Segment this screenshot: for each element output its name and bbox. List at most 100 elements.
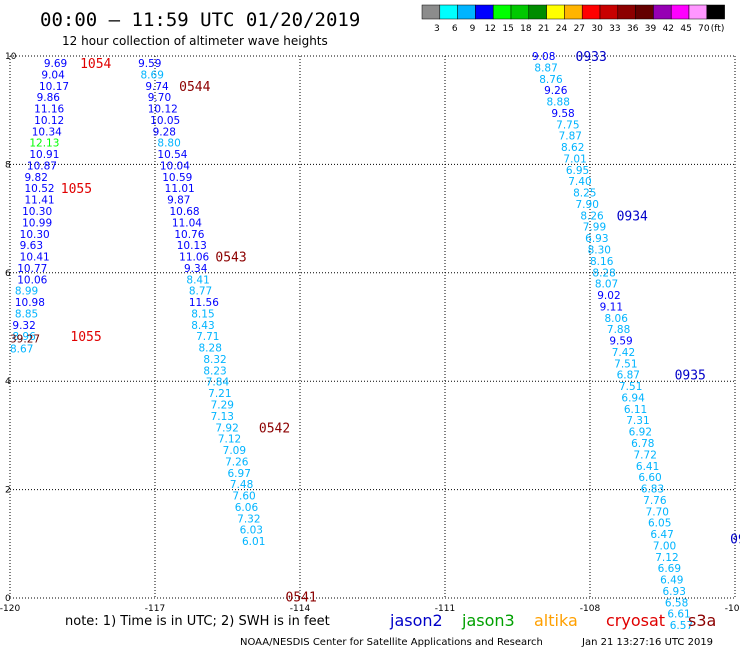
legend-swatch (635, 4, 654, 20)
data-point-label: 8.26 (580, 210, 604, 222)
data-point-label: 10.06 (17, 274, 47, 286)
legend-swatch (670, 4, 690, 20)
data-point-label: 10.04 (160, 160, 190, 172)
data-point-label: 10.12 (34, 115, 64, 127)
data-point-label: 8.25 (573, 188, 596, 200)
y-tick-label: 10 (5, 52, 17, 62)
data-point-label: 11.41 (25, 195, 55, 207)
data-point-label: 7.70 (646, 506, 669, 518)
data-point-label: 8.28 (199, 343, 222, 355)
pass-time-label: 1054 (80, 57, 111, 72)
satellite-name: cryosat (606, 611, 665, 630)
data-point-label: 8.99 (15, 286, 38, 298)
pass-time-label: 0544 (179, 80, 210, 95)
pass-time-label: 0541 (286, 590, 317, 605)
data-point-label: 9.86 (37, 92, 61, 104)
data-point-label: 8.85 (15, 308, 38, 320)
x-axis-ticks: -120 -117 -114 -111 -108 -105 (0, 604, 740, 614)
legend-label: 9 (470, 24, 476, 34)
legend-label: 21 (538, 24, 549, 34)
data-point-label: 9.28 (153, 126, 176, 138)
data-point-label: 8.43 (191, 320, 214, 332)
data-point-label: 8.41 (186, 274, 209, 286)
data-point-label: 6.57 (670, 620, 693, 632)
data-point-label: 7.92 (215, 422, 238, 434)
data-point-label: 10.54 (157, 149, 187, 161)
data-point-label: 8.06 (605, 313, 629, 325)
data-point-label: 8.88 (547, 97, 570, 109)
data-point-label: 6.01 (242, 536, 265, 548)
data-point-label: 9.32 (12, 320, 35, 332)
data-point-label: 10.30 (20, 229, 50, 241)
y-tick-label: 0 (5, 594, 11, 604)
legend-label: 39 (645, 24, 657, 34)
color-legend: 3 6 9 12 15 18 21 24 27 30 33 36 39 42 45 70 (ft) (421, 4, 725, 34)
data-point-label: 6.49 (660, 575, 683, 587)
legend-label: 70 (698, 24, 710, 34)
data-point-label: 10.59 (162, 172, 192, 184)
data-point-label: 6.94 (621, 392, 645, 404)
legend-swatch (528, 4, 547, 20)
legend-swatch (421, 4, 441, 20)
legend-swatch (617, 4, 636, 20)
legend-swatch (457, 4, 476, 20)
data-point-label: 9.02 (597, 290, 620, 302)
legend-swatch (653, 4, 672, 20)
pass-time-label: 0935 (675, 369, 706, 384)
footer-timestamp: Jan 21 13:27:16 UTC 2019 (581, 637, 713, 648)
data-point-label: 7.26 (225, 456, 249, 468)
data-point-label: 7.21 (208, 388, 231, 400)
footer-note: note: 1) Time is in UTC; 2) SWH is in fe… (65, 614, 330, 629)
legend-label: 12 (485, 24, 496, 34)
legend-swatch (599, 4, 619, 20)
data-point-label: 8.07 (595, 279, 618, 291)
data-point-label: 7.90 (576, 199, 599, 211)
data-point-label: 10.05 (150, 115, 180, 127)
data-point-label: 7.72 (634, 449, 657, 461)
pass-time-label: 09 (730, 532, 740, 547)
data-point-label: 7.84 (206, 377, 230, 389)
data-point-label: 7.12 (218, 434, 241, 446)
data-point-label: 6.97 (228, 468, 251, 480)
data-point-label: 6.05 (648, 518, 671, 530)
data-point-label: 7.13 (211, 411, 234, 423)
data-point-label: 6.41 (636, 461, 659, 473)
data-point-label: 10.98 (15, 297, 45, 309)
x-tick-label: -120 (0, 604, 20, 614)
satellite-name: s3a (688, 611, 716, 630)
data-point-label: 8.23 (203, 365, 226, 377)
data-point-label: 6.60 (638, 472, 661, 484)
data-point-label: 6.61 (667, 609, 690, 621)
data-point-label: 6.69 (658, 563, 681, 575)
data-point-label: 9.58 (551, 108, 574, 120)
legend-swatch (706, 4, 725, 20)
data-point-label: 11.16 (34, 104, 64, 116)
data-point-label: 9.87 (167, 195, 190, 207)
data-point-label: 7.51 (619, 381, 642, 393)
data-point-label: 7.88 (607, 324, 630, 336)
satellite-name: altika (534, 611, 578, 630)
data-point-label: 8.67 (10, 344, 33, 356)
data-point-label: 10.52 (25, 183, 55, 195)
data-point-label: 6.06 (235, 502, 259, 514)
data-point-label: 9.69 (44, 58, 67, 70)
data-point-label: 6.11 (624, 404, 647, 416)
legend-swatch (581, 4, 601, 20)
legend-label: 45 (680, 24, 691, 34)
data-point-label: 7.99 (583, 222, 606, 234)
y-axis-ticks: 0 2 4 6 8 10 (5, 52, 17, 604)
plot-grid (9, 55, 736, 599)
legend-label: 33 (609, 24, 620, 34)
data-point-label: 10.41 (20, 252, 50, 264)
legend-swatch (688, 4, 708, 20)
data-point-label: 7.48 (230, 479, 253, 491)
legend-label: 27 (574, 24, 585, 34)
data-point-label: 8.80 (157, 138, 180, 150)
data-point-label: 7.01 (563, 153, 586, 165)
legend-swatch (564, 4, 583, 20)
legend-swatch (475, 4, 494, 20)
data-point-label: 11.06 (179, 252, 209, 264)
data-point-label: 7.60 (232, 491, 255, 503)
data-point-label: 8.76 (539, 74, 563, 86)
legend-label: 36 (627, 24, 639, 34)
